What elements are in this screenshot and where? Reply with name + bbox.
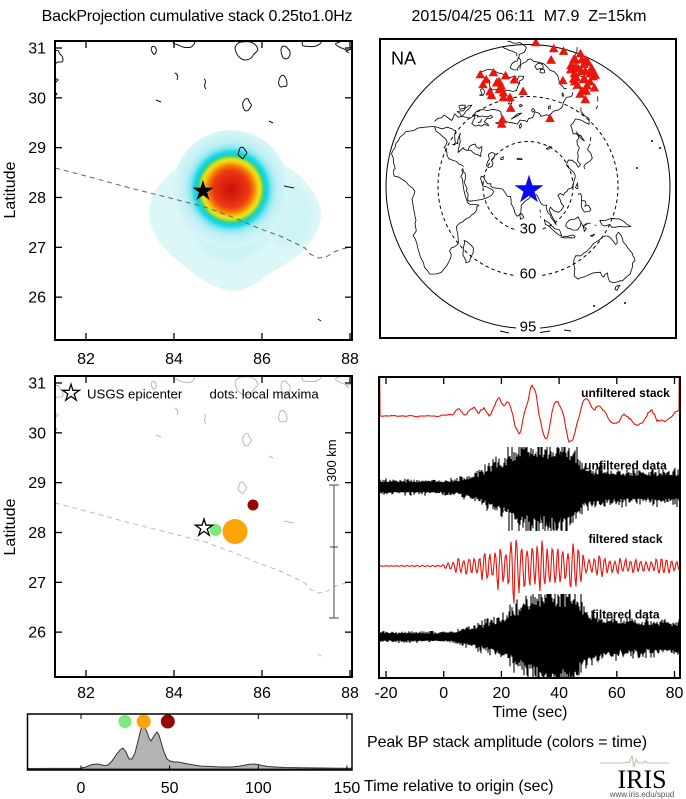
svg-text:29: 29 [28,140,46,157]
svg-text:28: 28 [28,190,46,207]
svg-text:2015/04/25 06:11 M7.9 Z=15km: 2015/04/25 06:11 M7.9 Z=15km [412,8,647,25]
svg-text:28: 28 [28,525,46,542]
svg-text:95: 95 [520,319,537,336]
svg-text:86: 86 [253,685,271,702]
svg-text:-20: -20 [374,685,397,702]
svg-text:60: 60 [608,685,626,702]
svg-text:80: 80 [666,685,684,702]
svg-text:26: 26 [28,290,46,307]
svg-text:30: 30 [28,90,46,107]
svg-text:300 km: 300 km [324,439,339,482]
svg-text:50: 50 [161,780,179,797]
svg-text:Latitude: Latitude [2,498,19,555]
svg-text:unfiltered stack: unfiltered stack [581,386,670,400]
svg-text:Peak BP stack amplitude (color: Peak BP stack amplitude (colors = time) [367,734,647,751]
svg-text:88: 88 [341,685,359,702]
svg-text:100: 100 [245,780,272,797]
svg-text:29: 29 [28,475,46,492]
svg-text:60: 60 [520,266,537,283]
svg-text:USGS epicenter: USGS epicenter [87,387,183,402]
svg-text:www.iris.edu/spud: www.iris.edu/spud [609,790,674,799]
svg-text:0: 0 [439,685,448,702]
svg-text:86: 86 [253,351,271,368]
svg-text:27: 27 [28,575,46,592]
svg-text:27: 27 [28,240,46,257]
svg-text:Time (sec): Time (sec) [493,704,568,721]
svg-text:IRIS: IRIS [617,765,666,794]
svg-text:31: 31 [28,41,46,58]
svg-text:dots: local maxima: dots: local maxima [210,387,320,402]
svg-text:filtered data: filtered data [591,608,659,622]
svg-text:BackProjection cumulative stac: BackProjection cumulative stack 0.25to1.… [42,8,353,25]
svg-text:Latitude: Latitude [2,161,19,218]
svg-text:30: 30 [520,221,537,238]
svg-text:31: 31 [28,376,46,393]
svg-text:82: 82 [77,685,95,702]
svg-text:unfiltered data: unfiltered data [584,459,667,473]
svg-text:0: 0 [77,780,86,797]
svg-text:84: 84 [165,351,183,368]
svg-text:26: 26 [28,625,46,642]
svg-text:150: 150 [334,780,361,797]
svg-text:Time relative to origin (sec): Time relative to origin (sec) [364,778,553,795]
svg-text:filtered stack: filtered stack [588,532,662,546]
svg-text:30: 30 [28,425,46,442]
svg-text:82: 82 [77,351,95,368]
svg-text:88: 88 [341,351,359,368]
svg-text:40: 40 [550,685,568,702]
svg-text:NA: NA [391,49,416,69]
svg-text:84: 84 [165,685,183,702]
svg-text:20: 20 [493,685,511,702]
